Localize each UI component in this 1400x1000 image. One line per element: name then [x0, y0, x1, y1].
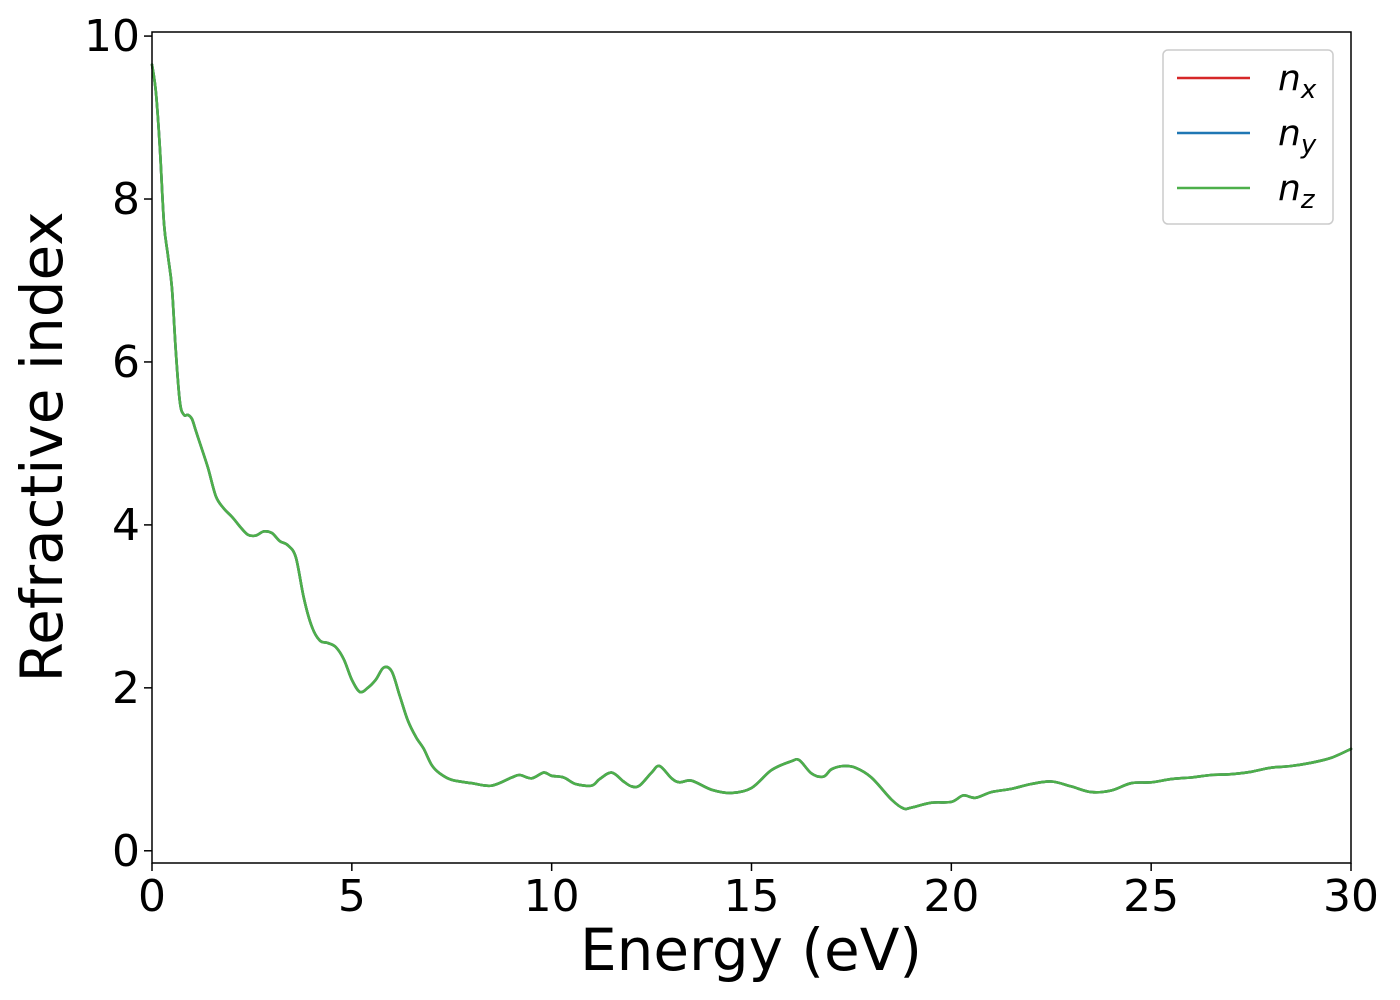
- y-tick-label: 10: [84, 11, 140, 62]
- legend-box: [1162, 49, 1334, 225]
- series-line-nz: [150, 63, 1353, 811]
- plot-background: [152, 32, 1351, 863]
- x-tick-label: 20: [923, 871, 979, 922]
- x-axis-ticks: 0 5 10 15 20 25 30: [138, 863, 1379, 922]
- y-axis-label: Refractive index: [8, 211, 76, 682]
- y-tick-label: 4: [112, 500, 140, 551]
- x-tick-label: 30: [1323, 871, 1379, 922]
- y-tick-label: 0: [112, 826, 140, 877]
- legend-label-base: n: [1278, 113, 1301, 154]
- legend-label-subscript: x: [1300, 75, 1317, 105]
- x-axis-label: Energy (eV): [580, 916, 922, 984]
- y-tick-label: 2: [112, 663, 140, 714]
- y-axis-ticks: 0 2 4 6 8 10: [84, 11, 152, 877]
- legend-label-base: n: [1278, 58, 1301, 99]
- x-tick-label: 5: [338, 871, 366, 922]
- x-tick-label: 15: [724, 871, 780, 922]
- y-tick-label: 6: [112, 337, 140, 388]
- legend-label-subscript: y: [1300, 130, 1317, 160]
- x-tick-label: 10: [524, 871, 580, 922]
- y-tick-label: 8: [112, 174, 140, 225]
- legend-label: nx: [1278, 58, 1317, 105]
- legend-label: nz: [1278, 168, 1316, 215]
- legend-label-subscript: z: [1300, 185, 1316, 215]
- legend-label: ny: [1278, 113, 1317, 160]
- x-tick-label: 0: [138, 871, 166, 922]
- series-lines: [150, 63, 1353, 811]
- legend-label-base: n: [1278, 168, 1301, 209]
- plot-frame: [151, 31, 1352, 864]
- x-tick-label: 25: [1123, 871, 1179, 922]
